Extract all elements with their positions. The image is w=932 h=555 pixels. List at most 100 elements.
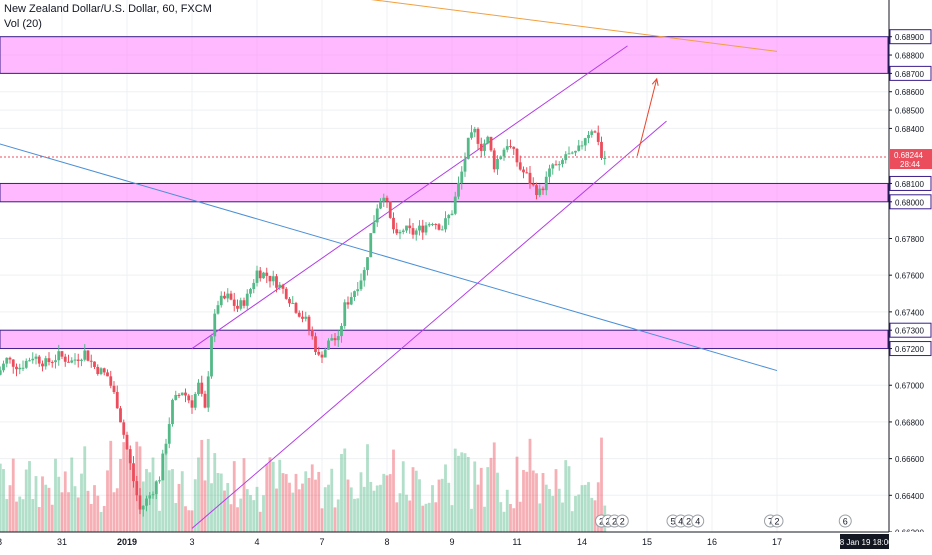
volume-bar — [327, 484, 330, 532]
candle-body — [138, 495, 142, 510]
volume-bar — [174, 503, 178, 532]
volume-bar — [37, 507, 41, 532]
volume-bar — [457, 455, 460, 532]
time-tick-label: 11 — [512, 537, 521, 547]
candle-body — [392, 217, 395, 230]
volume-bar — [106, 470, 109, 532]
volume-bar — [583, 484, 587, 532]
volume-bar — [512, 508, 516, 532]
channel-lower[interactable] — [191, 120, 667, 529]
candle-body — [112, 385, 116, 393]
price-zone[interactable] — [0, 36, 889, 74]
event-marker[interactable]: 2 — [770, 514, 784, 528]
candle-body — [502, 149, 506, 157]
time-badge-label: 18 Jan 19 18:00 — [835, 538, 893, 547]
current-price-value: 0.68244 — [894, 151, 923, 160]
candle-body — [5, 357, 9, 364]
event-marker[interactable]: 2 — [615, 514, 629, 528]
volume-bar — [492, 442, 496, 532]
candle-body — [119, 408, 122, 423]
blue-trend[interactable] — [0, 143, 778, 372]
price-tick-label: 0.67000 — [895, 382, 924, 391]
candle-body — [255, 270, 259, 283]
trendlines[interactable] — [0, 0, 888, 529]
candle-body — [551, 164, 555, 169]
candle-body — [203, 393, 207, 408]
time-badge[interactable] — [840, 534, 889, 549]
price-tick-label: 0.67800 — [895, 235, 924, 244]
volume-bar — [190, 510, 194, 532]
candle-body — [538, 188, 542, 196]
candle-body — [515, 148, 519, 163]
time-tick-label: 8 — [384, 537, 389, 547]
candle-body — [496, 159, 499, 170]
volume-bar — [76, 497, 80, 532]
volume-bar — [122, 442, 126, 532]
candle-body — [356, 289, 360, 292]
price-axis[interactable]: 0.68900 0.68800 0.68700 0.68600 0.68500 0.684… — [888, 0, 932, 550]
candle-body — [470, 132, 473, 138]
volume-bar — [421, 505, 425, 532]
event-marker[interactable]: 4 — [691, 514, 705, 528]
volume-bar — [447, 482, 451, 532]
volume-bar — [161, 470, 165, 532]
price-tick-label: 0.66800 — [895, 418, 924, 427]
channel-upper[interactable] — [191, 45, 628, 349]
candle-body — [379, 201, 382, 209]
time-tick-label: 4 — [254, 537, 259, 547]
time-axis[interactable]: 28 31 2019 3 4 7 8 9 11 14 15 16 17 18 Jan 19 18:00 — [0, 531, 932, 550]
event-flag-icon[interactable] — [770, 514, 784, 528]
candle-body — [525, 172, 529, 174]
zones[interactable] — [0, 36, 889, 350]
candle-body — [600, 141, 603, 159]
event-marker[interactable]: 6 — [838, 514, 852, 528]
symbol-title: New Zealand Dollar/U.S. Dollar, 60, FXCM — [4, 3, 212, 15]
candle-body — [268, 275, 272, 282]
event-count: 4 — [678, 517, 683, 527]
volume-bar — [343, 448, 347, 532]
projection-arrow[interactable] — [636, 77, 659, 157]
event-count: 2 — [774, 517, 779, 527]
volume-bar — [525, 471, 529, 532]
volume-bar — [177, 483, 181, 532]
grid — [0, 0, 888, 533]
arrow-head[interactable] — [651, 77, 659, 86]
volume-bar — [226, 483, 230, 532]
candle-body — [492, 150, 496, 170]
candle-body — [297, 312, 301, 317]
event-flag-icon[interactable] — [691, 514, 705, 528]
volume-bar — [372, 490, 376, 532]
price-zone[interactable] — [0, 329, 889, 350]
volume-bar — [483, 506, 486, 532]
volume-bar — [86, 490, 90, 532]
candle-body — [219, 295, 223, 306]
candle-body — [271, 276, 275, 282]
price-zone[interactable] — [0, 182, 889, 203]
candle-body — [281, 284, 285, 289]
event-flag-icon[interactable] — [615, 514, 629, 528]
volume-bar — [596, 482, 600, 532]
event-markers[interactable]: 822225424726 — [595, 514, 852, 528]
event-flag-icon[interactable] — [838, 514, 852, 528]
candle-body — [512, 146, 516, 149]
volume-bar — [210, 483, 213, 532]
volume-bar — [567, 466, 571, 532]
volume-bar — [8, 485, 12, 532]
candle-body — [115, 392, 119, 409]
candle-body — [232, 299, 236, 306]
candle-body — [31, 358, 35, 361]
orange-trend[interactable] — [231, 0, 778, 52]
volume-bar — [216, 473, 220, 532]
candle-body — [486, 136, 490, 144]
event-count: 2 — [620, 517, 625, 527]
volume-bar — [424, 503, 428, 532]
volume-bar — [340, 454, 343, 532]
volume-bar — [301, 483, 304, 532]
candle-body — [570, 152, 574, 154]
arrow-shaft[interactable] — [636, 78, 658, 157]
candle-body — [505, 146, 509, 150]
candle-body — [307, 316, 311, 330]
volume-bar — [96, 495, 100, 532]
